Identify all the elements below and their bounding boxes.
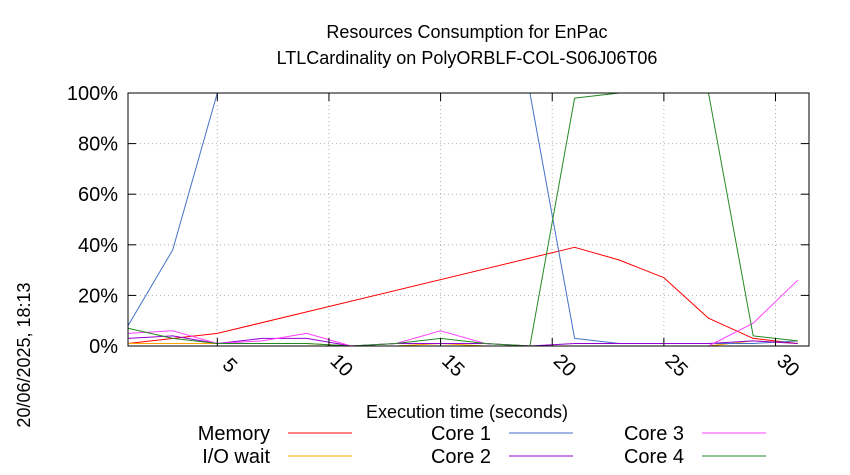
chart-subtitle: LTLCardinality on PolyORBLF-COL-S06J06T0… — [277, 48, 658, 68]
timestamp-label: 20/06/2025, 18:13 — [14, 282, 34, 427]
legend-label-core-3: Core 3 — [624, 423, 684, 445]
x-tick-label: 10 — [326, 350, 357, 381]
y-tick-label: 100% — [67, 83, 118, 105]
x-axis-label: Execution time (seconds) — [366, 402, 568, 422]
x-tick-label: 5 — [218, 354, 241, 377]
series-line-core-3 — [127, 279, 799, 347]
y-tick-label: 60% — [78, 184, 118, 206]
x-tick-label: 25 — [660, 350, 691, 381]
x-tick-label: 15 — [437, 350, 468, 381]
chart-title: Resources Consumption for EnPac — [326, 22, 607, 42]
grid — [128, 92, 809, 347]
series-line-core-2 — [127, 335, 798, 347]
x-tick-label: 20 — [549, 350, 580, 381]
y-tick-label: 0% — [89, 336, 118, 358]
series-lines — [127, 92, 799, 347]
legend-label-core-4: Core 4 — [624, 446, 684, 468]
legend-label-i-o-wait: I/O wait — [202, 446, 270, 468]
series-line-core-1 — [127, 92, 798, 344]
legend-label-memory: Memory — [198, 423, 270, 445]
y-axis-ticks: 0% 20% 40% 60% 80% 100% — [67, 83, 809, 358]
legend-label-core-2: Core 2 — [431, 446, 491, 468]
y-tick-label: 20% — [78, 285, 118, 307]
legend-label-core-1: Core 1 — [431, 423, 491, 445]
plot-frame — [127, 92, 810, 347]
y-tick-label: 40% — [78, 235, 118, 257]
y-tick-label: 80% — [78, 134, 118, 156]
series-line-memory — [127, 246, 798, 344]
x-tick-label: 30 — [772, 350, 803, 381]
